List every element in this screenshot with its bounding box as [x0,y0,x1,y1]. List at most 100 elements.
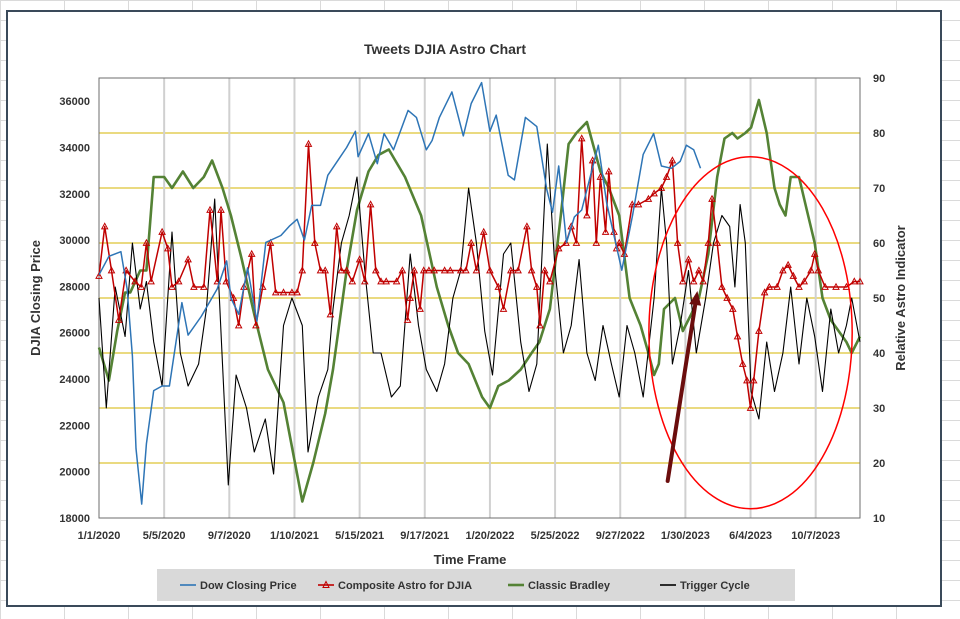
data-point [592,238,601,246]
series-line [97,98,862,503]
data-point [293,288,301,296]
data-point [540,266,549,274]
data-point [184,255,192,263]
data-point [360,277,369,285]
data-point [644,194,653,202]
data-point [131,277,139,285]
data-point [704,238,713,246]
data-point [527,266,536,274]
data-point [95,271,103,279]
data-point [728,304,737,312]
data-point [425,266,433,274]
grid-lines [99,78,860,518]
data-point [755,326,763,334]
data-point [795,282,803,290]
data-point [673,238,682,246]
y2-tick-label: 20 [873,458,885,470]
data-point [810,249,819,257]
series-line [98,137,860,409]
data-point [628,200,637,208]
series-composite-astro-for-djia [95,134,864,411]
data-point [446,266,455,274]
data-point [310,238,319,246]
data-point [668,156,677,164]
data-point [612,244,621,252]
data-point [738,359,747,367]
y-tick-label: 36000 [59,96,90,108]
data-point [713,238,722,246]
data-point [190,282,198,290]
data-point [279,288,288,296]
data-point [316,266,325,274]
data-point [499,304,508,312]
y-tick-label: 22000 [59,420,90,432]
data-point [662,172,671,180]
y-tick-label: 18000 [59,513,90,525]
data-point [760,288,769,296]
data-point [832,282,840,290]
x-tick-label: 10/7/2023 [791,530,840,542]
x-tick-label: 1/20/2022 [465,530,514,542]
legend: Dow Closing Price Composite Astro for DJI… [157,569,795,601]
legend-item: Composite Astro for DJIA [318,580,472,592]
y-tick-label: 24000 [59,374,90,386]
x-tick-label: 1/30/2023 [661,530,710,542]
data-point [601,227,610,235]
x-tick-label: 9/7/2020 [208,530,251,542]
data-point [494,282,503,290]
data-point [733,332,742,340]
data-point [779,266,787,274]
data-point [142,238,151,246]
data-point [577,134,586,142]
data-point [650,189,658,197]
data-point [615,238,624,246]
data-point [789,271,798,279]
data-point [229,293,238,301]
data-point [366,200,375,208]
x-tick-label: 5/15/2021 [335,530,384,542]
y-tick-label: 28000 [59,281,90,293]
data-point [332,222,341,230]
x-tick-label: 5/5/2020 [143,530,186,542]
legend-label: Classic Bradley [528,580,611,592]
data-point [213,277,222,285]
data-point [321,266,330,274]
data-point [337,266,346,274]
data-point [657,183,666,191]
y-axis-title: DJIA Closing Price [28,240,43,356]
data-point [326,310,335,318]
data-point [684,255,693,263]
highlight-ellipse [648,155,853,510]
x-tick-label: 1/1/2020 [78,530,121,542]
y-tick-label: 30000 [59,235,90,247]
data-point [199,282,208,290]
x-tick-label: 5/25/2022 [531,530,580,542]
legend-marker [322,580,330,588]
data-point [377,277,385,285]
x-axis-title: Time Frame [434,552,507,567]
y-tick-label: 32000 [59,189,90,201]
data-point [800,277,809,285]
legend-item: Dow Closing Price [180,580,297,592]
data-point [746,403,755,411]
legend-label: Dow Closing Price [200,580,297,592]
data-point [252,321,260,329]
series-dow-closing-price [98,81,702,505]
data-point [217,205,225,213]
data-point [486,266,494,274]
y2-tick-label: 70 [873,183,885,195]
data-point [723,293,731,301]
y-tick-label: 34000 [59,142,90,154]
y-tick-label: 26000 [59,328,90,340]
x-tick-label: 9/27/2022 [596,530,645,542]
data-point [850,277,859,285]
legend-background [157,569,795,601]
data-point [100,222,109,230]
data-point [271,288,280,296]
data-point [174,277,183,285]
data-point [634,200,643,208]
y2-tick-label: 10 [873,513,885,525]
data-point [506,266,515,274]
data-point [355,255,364,263]
legend-item: Trigger Cycle [660,580,750,592]
